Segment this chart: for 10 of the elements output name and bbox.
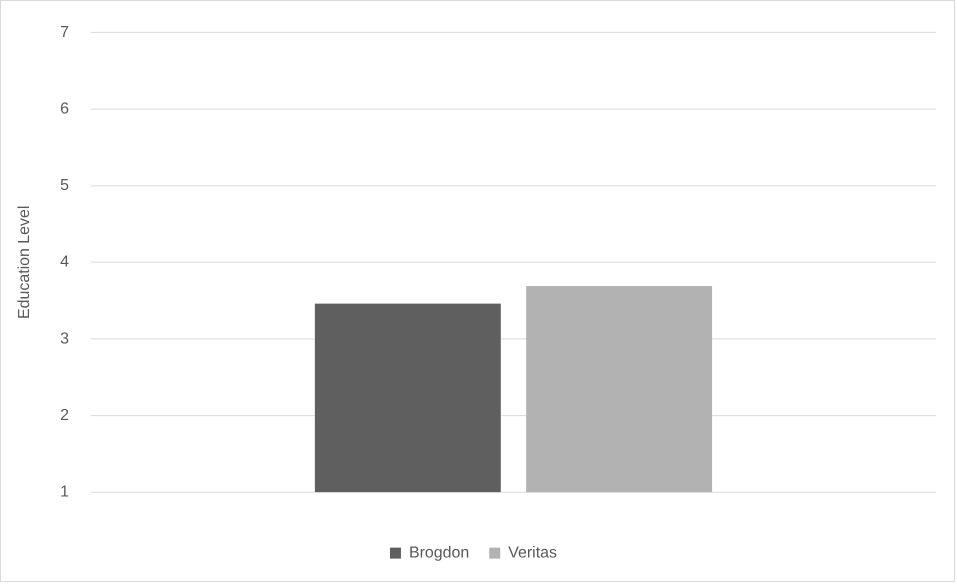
legend-label: Brogdon bbox=[408, 544, 470, 562]
y-tick-label: 2 bbox=[60, 406, 70, 424]
y-tick-label: 5 bbox=[60, 177, 70, 194]
y-axis-title: Education Level bbox=[16, 206, 33, 319]
y-tick-label: 6 bbox=[60, 100, 70, 118]
y-tick-label: 3 bbox=[60, 330, 70, 348]
y-tick-label: 4 bbox=[60, 254, 70, 271]
legend-label: Veritas bbox=[508, 544, 558, 562]
y-tick-label: 1 bbox=[60, 484, 70, 500]
y-tick-label: 7 bbox=[60, 24, 70, 41]
